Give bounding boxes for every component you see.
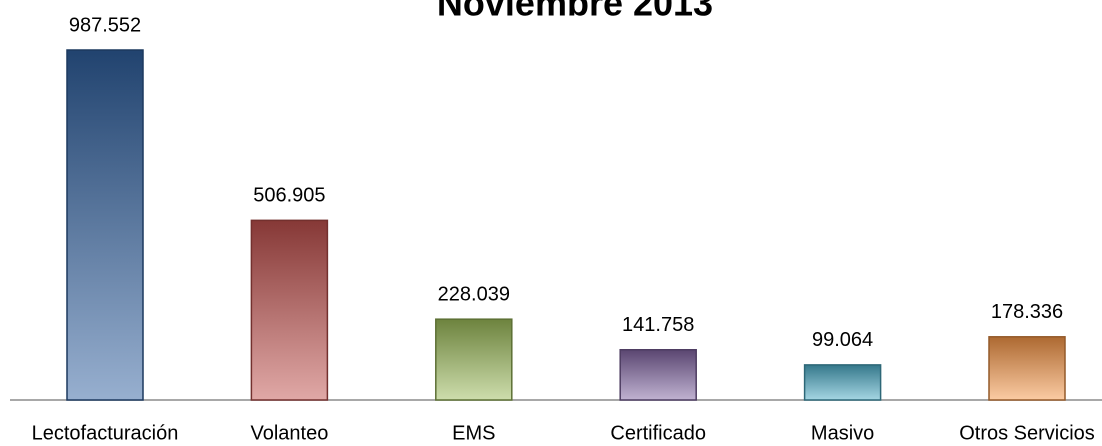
value-label: 228.039 [438,283,510,305]
bar [66,49,144,401]
x-tick-label: Masivo [811,422,874,444]
x-tick-label: Volanteo [250,422,328,444]
x-tick-label: Certificado [610,422,706,444]
chart-title: Noviembre 2013 [437,0,713,24]
bar [250,219,329,401]
value-label: 99.064 [812,329,873,351]
x-tick-label: Otros Servicios [959,422,1095,444]
x-tick-label: Lectofacturación [32,422,179,444]
bar [803,364,882,401]
value-label: 506.905 [253,185,325,207]
x-tick-label: EMS [452,422,495,444]
bar [619,349,697,401]
value-label: 178.336 [991,301,1063,323]
bar [988,336,1066,401]
value-label: 141.758 [622,314,694,336]
bar [435,318,513,401]
value-label: 987.552 [69,14,141,36]
